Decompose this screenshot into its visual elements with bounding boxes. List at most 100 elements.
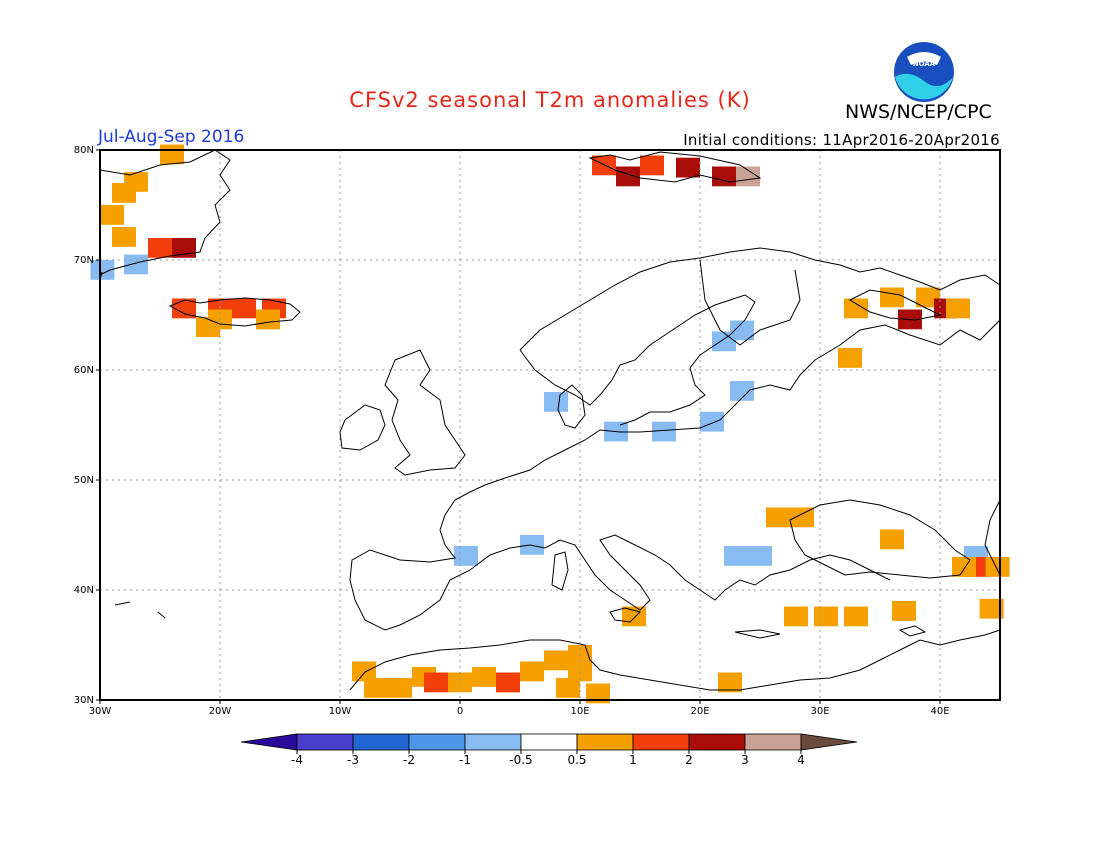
anomaly-cell <box>100 205 124 225</box>
anomaly-cell <box>90 260 115 280</box>
anomaly-cell <box>640 155 664 176</box>
anomaly-cell <box>814 606 838 627</box>
anomaly-cell <box>148 238 172 258</box>
lat-tick-label: 40N <box>74 585 94 596</box>
anomaly-cell <box>112 227 136 247</box>
colorbar-label: 3 <box>741 753 749 767</box>
colorbar-label: -0.5 <box>509 753 532 767</box>
anomaly-cell <box>892 601 916 621</box>
noaa-logo: NOAA <box>894 42 954 102</box>
lat-tick-label: 70N <box>74 255 94 266</box>
colorbar: -4 -3 -2 -1 -0.5 0.5 1 2 3 4 <box>240 733 858 767</box>
anomaly-cell <box>124 254 148 275</box>
colorbar-segment <box>688 733 746 751</box>
anomaly-cell <box>676 157 700 178</box>
lon-tick-label: 10W <box>329 706 352 717</box>
anomaly-cell <box>985 557 1010 577</box>
anomaly-cell <box>568 661 592 682</box>
colorbar-label: 0.5 <box>567 753 586 767</box>
anomaly-cell <box>724 546 748 566</box>
lon-tick-label: 30W <box>89 706 112 717</box>
noaa-logo-text: NOAA <box>913 60 936 68</box>
anomaly-cell <box>196 317 220 337</box>
anomaly-cell <box>520 661 544 682</box>
coastlines <box>99 149 1001 691</box>
anomaly-cell <box>544 392 568 412</box>
anomaly-cell <box>652 421 676 442</box>
anomaly-cell <box>844 298 868 319</box>
anomaly-cell <box>952 557 976 577</box>
grid-lines <box>100 150 1000 700</box>
colorbar-label: -2 <box>403 753 415 767</box>
lon-tick-label: 30E <box>810 706 829 717</box>
colorbar-segment <box>744 733 802 751</box>
anomaly-cell <box>712 166 736 187</box>
colorbar-label: 2 <box>685 753 693 767</box>
anomaly-cell <box>946 298 970 319</box>
anomaly-cell <box>880 287 904 308</box>
anomaly-cell <box>472 667 496 687</box>
anomaly-cell <box>352 661 376 682</box>
anomaly-cell <box>586 683 610 704</box>
colorbar-arrow-low <box>240 733 298 751</box>
anomaly-cell <box>496 672 520 693</box>
anomaly-cell <box>622 606 646 627</box>
anomaly-cell <box>616 166 640 187</box>
colorbar-label: -1 <box>459 753 471 767</box>
colorbar-segment <box>576 733 634 751</box>
anomaly-cell <box>790 507 814 528</box>
anomaly-cell <box>844 606 868 627</box>
lat-tick-label: 30N <box>74 695 94 706</box>
lat-tick-label: 80N <box>74 145 94 156</box>
colorbar-segment <box>352 733 410 751</box>
colorbar-segment <box>296 733 354 751</box>
anomaly-cell <box>364 678 388 698</box>
map-frame <box>99 149 1001 701</box>
anomaly-cell <box>544 650 568 671</box>
anomaly-cell <box>160 144 184 165</box>
anomaly-cell <box>256 309 280 330</box>
forecast-period: Jul-Aug-Sep 2016 <box>98 127 245 147</box>
anomaly-cell <box>448 672 472 693</box>
anomaly-cell <box>424 672 448 693</box>
anomaly-cell <box>730 320 754 341</box>
anomaly-cell <box>388 678 412 698</box>
colorbar-segment <box>520 733 578 751</box>
anomaly-cell <box>232 298 256 319</box>
lon-tick-label: 10E <box>570 706 589 717</box>
initial-conditions: Initial conditions: 11Apr2016-20Apr2016 <box>683 131 1000 149</box>
colorbar-arrow-high <box>800 733 858 751</box>
lat-tick-label: 50N <box>74 475 94 486</box>
anomaly-cell <box>736 166 760 187</box>
anomaly-cell <box>700 411 724 432</box>
colorbar-segment <box>632 733 690 751</box>
anomaly-cell <box>124 172 148 192</box>
axis-ticks: 30W 20W 10W 0 10E 20E 30E 40E 30N 40N 50N 60N 70N 80N <box>74 145 950 717</box>
colorbar-label: 4 <box>797 753 805 767</box>
colorbar-label: 1 <box>629 753 637 767</box>
colorbar-label: -4 <box>291 753 303 767</box>
anomaly-cell <box>454 546 478 566</box>
colorbar-label: -3 <box>347 753 359 767</box>
lat-tick-label: 60N <box>74 365 94 376</box>
anomaly-cell <box>172 298 196 319</box>
anomaly-cell <box>592 155 616 176</box>
anomaly-cells <box>90 144 1010 704</box>
anomaly-cell <box>718 672 742 693</box>
anomaly-cell <box>880 529 904 550</box>
lon-tick-label: 0 <box>457 706 463 717</box>
colorbar-segment <box>408 733 466 751</box>
anomaly-cell <box>556 678 580 698</box>
agency-label: NWS/NCEP/CPC <box>845 101 992 123</box>
anomaly-cell <box>838 348 862 368</box>
anomaly-cell <box>766 507 790 528</box>
chart-title: CFSv2 seasonal T2m anomalies (K) <box>349 88 751 112</box>
colorbar-segment <box>464 733 522 751</box>
anomaly-cell <box>748 546 772 566</box>
anomaly-cell <box>730 381 754 401</box>
anomaly-cell <box>784 606 808 627</box>
lon-tick-label: 20W <box>209 706 232 717</box>
anomaly-cell <box>979 598 1004 619</box>
lon-tick-label: 20E <box>690 706 709 717</box>
